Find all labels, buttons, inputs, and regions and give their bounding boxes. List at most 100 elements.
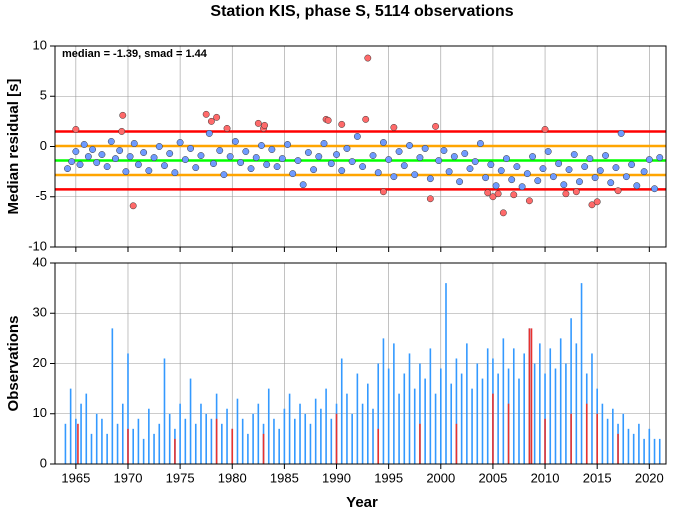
point bbox=[476, 140, 484, 147]
point bbox=[539, 165, 547, 173]
point bbox=[116, 147, 124, 154]
point bbox=[181, 156, 189, 164]
point bbox=[324, 116, 332, 124]
point bbox=[192, 164, 200, 172]
point bbox=[213, 113, 221, 121]
point bbox=[118, 127, 126, 135]
point bbox=[421, 145, 429, 152]
point bbox=[406, 142, 413, 149]
point bbox=[513, 163, 521, 171]
point bbox=[572, 188, 580, 196]
point bbox=[379, 139, 387, 146]
y-tick-label: 5 bbox=[40, 88, 47, 103]
y-tick-label: 30 bbox=[33, 305, 47, 320]
point bbox=[456, 178, 464, 186]
point bbox=[226, 153, 234, 161]
plot-frame bbox=[54, 262, 667, 465]
point bbox=[651, 185, 658, 193]
point bbox=[333, 151, 340, 158]
point bbox=[508, 176, 516, 184]
point bbox=[210, 160, 217, 168]
y-tick-label: 10 bbox=[33, 405, 47, 420]
x-tick-label: 1965 bbox=[61, 470, 90, 485]
point bbox=[207, 117, 215, 125]
point bbox=[588, 201, 596, 209]
point bbox=[617, 129, 625, 137]
point bbox=[338, 120, 346, 128]
point bbox=[450, 153, 458, 161]
point bbox=[205, 129, 213, 137]
point bbox=[482, 174, 490, 182]
point bbox=[134, 161, 142, 169]
point bbox=[364, 54, 372, 62]
point bbox=[390, 173, 398, 181]
point bbox=[656, 154, 664, 162]
point bbox=[390, 123, 398, 131]
point bbox=[385, 156, 393, 164]
point bbox=[518, 183, 526, 191]
point bbox=[263, 161, 271, 169]
point bbox=[130, 140, 138, 147]
point bbox=[607, 179, 615, 187]
point bbox=[560, 181, 568, 189]
point bbox=[223, 124, 231, 132]
point bbox=[122, 168, 130, 176]
point bbox=[72, 125, 80, 133]
point bbox=[494, 190, 502, 198]
point bbox=[426, 175, 434, 183]
point bbox=[411, 171, 419, 179]
point bbox=[497, 167, 505, 175]
x-tick-label: 2000 bbox=[426, 470, 455, 485]
point bbox=[72, 148, 80, 155]
point bbox=[155, 143, 163, 150]
point bbox=[484, 189, 492, 197]
point bbox=[76, 161, 84, 169]
point bbox=[529, 153, 536, 161]
point bbox=[93, 159, 101, 167]
point bbox=[119, 111, 127, 119]
point bbox=[534, 177, 542, 185]
point bbox=[261, 121, 269, 129]
point bbox=[492, 182, 500, 190]
point bbox=[510, 191, 518, 199]
point bbox=[379, 188, 387, 196]
point bbox=[343, 145, 351, 152]
point bbox=[645, 156, 653, 164]
point bbox=[294, 157, 302, 165]
x-tick-label: 1980 bbox=[218, 470, 247, 485]
point bbox=[374, 169, 382, 177]
point bbox=[614, 187, 622, 195]
point bbox=[445, 168, 453, 176]
point bbox=[320, 140, 328, 147]
point bbox=[400, 162, 408, 170]
point bbox=[129, 202, 137, 210]
point bbox=[562, 190, 570, 198]
point bbox=[359, 163, 367, 171]
point bbox=[231, 138, 239, 145]
y-tick-label: 0 bbox=[40, 455, 47, 470]
point bbox=[416, 154, 424, 162]
point bbox=[150, 154, 158, 162]
y-tick-label: -10 bbox=[28, 238, 47, 253]
point bbox=[278, 155, 286, 163]
point bbox=[98, 151, 106, 158]
point bbox=[254, 119, 262, 127]
point bbox=[541, 125, 549, 133]
point bbox=[581, 163, 589, 171]
x-tick-label: 1985 bbox=[270, 470, 299, 485]
point bbox=[220, 171, 228, 179]
x-tick-label: 2005 bbox=[478, 470, 507, 485]
point bbox=[622, 173, 630, 181]
point bbox=[140, 149, 148, 156]
point bbox=[602, 152, 609, 159]
y-tick-label: 10 bbox=[33, 37, 47, 52]
y-tick-label: -5 bbox=[35, 188, 47, 203]
point bbox=[310, 166, 318, 174]
point bbox=[107, 138, 115, 145]
point bbox=[633, 182, 641, 190]
x-tick-label: 1990 bbox=[322, 470, 351, 485]
point bbox=[171, 169, 179, 177]
point bbox=[299, 181, 307, 189]
point bbox=[348, 158, 356, 166]
